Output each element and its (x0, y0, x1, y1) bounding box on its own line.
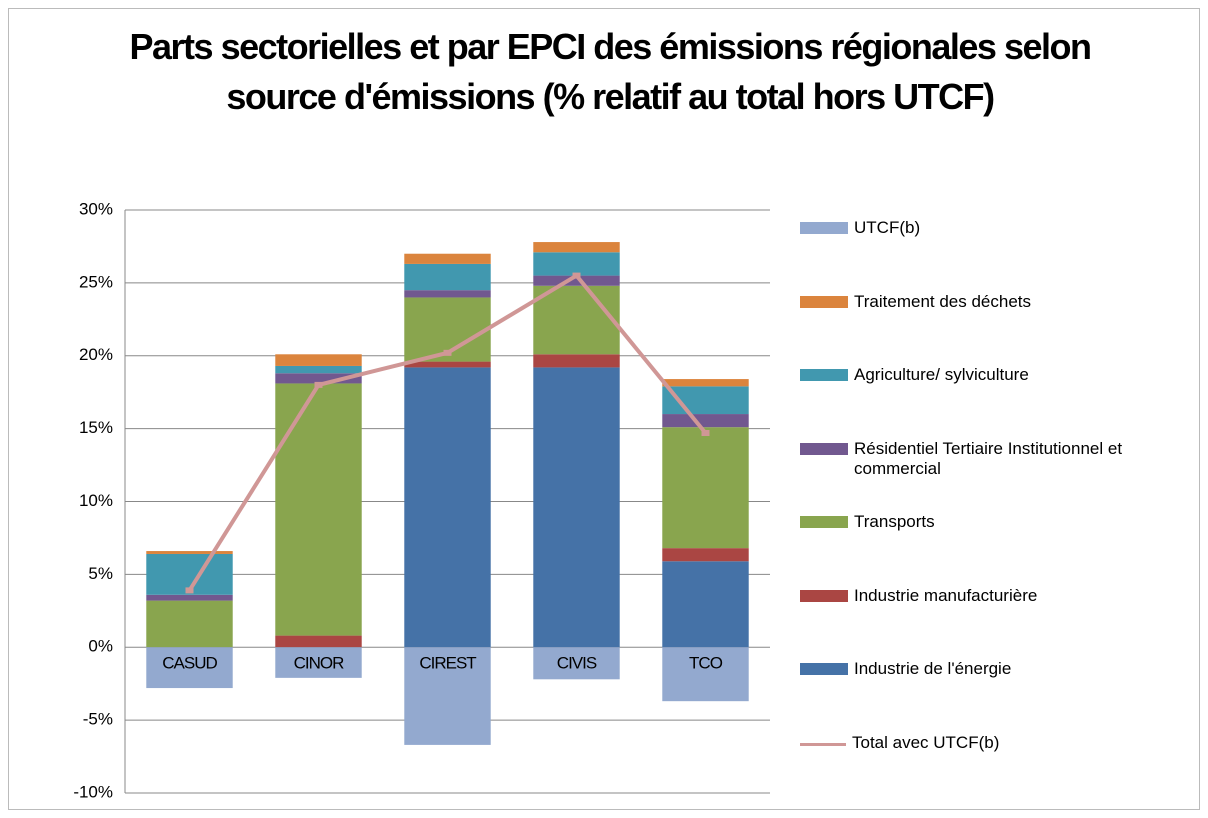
bar-segment (533, 242, 620, 253)
bar-segment (404, 290, 491, 298)
x-tick-label: TCO (689, 654, 723, 673)
chart-title: Parts sectorielles et par EPCI des émiss… (129, 26, 1092, 117)
bar-segment (533, 285, 620, 355)
bar-segment (275, 354, 362, 366)
bar-segment (275, 373, 362, 384)
x-tick-label: CASUD (162, 654, 217, 673)
legend-swatch (800, 742, 846, 746)
y-tick-label: 10% (79, 491, 113, 510)
line-marker (314, 381, 323, 388)
bar-segment (146, 600, 233, 648)
legend-label: Résidentiel Tertiaire Institutionnel et … (854, 438, 1123, 478)
bar-segment (404, 361, 491, 368)
legend-item: Transports (800, 512, 1180, 532)
bar-segment (662, 414, 749, 428)
legend-item: Industrie manufacturière (800, 586, 1180, 606)
legend-item: UTCF(b) (800, 218, 1180, 238)
legend-swatch (800, 589, 848, 602)
legend-swatch (800, 663, 848, 675)
bar-segment (533, 647, 620, 680)
bar-segment (404, 263, 491, 291)
y-tick-label: 25% (79, 272, 113, 291)
bar-segment (533, 275, 620, 286)
bar-segment (146, 647, 233, 689)
legend-item: Traitement des déchets (800, 292, 1180, 312)
legend-swatch (800, 516, 848, 528)
legend-item: Agriculture/ sylviculture (800, 365, 1180, 385)
legend-label: Transports (854, 512, 935, 531)
bar-segment (275, 365, 362, 374)
bar-segment (533, 367, 620, 648)
legend-label: Agriculture/ sylviculture (854, 365, 1029, 384)
y-tick-label: 20% (79, 345, 113, 364)
bar-segment (146, 594, 233, 601)
legend-swatch (800, 369, 848, 381)
bar-segment (662, 561, 749, 648)
y-tick-label: 0% (88, 637, 113, 656)
legend-label: Total avec UTCF(b) (852, 732, 1000, 752)
line-marker (185, 587, 194, 594)
legend-item: Résidentiel Tertiaire Institutionnel et … (800, 439, 1180, 479)
y-tick-label: 5% (88, 564, 113, 583)
bar-segment (275, 647, 362, 678)
x-tick-label: CINOR (294, 654, 345, 673)
bar-segment (404, 647, 491, 745)
bar-segment (533, 252, 620, 276)
legend-item: Industrie de l'énergie (800, 659, 1180, 679)
legend-swatch (800, 295, 848, 308)
y-tick-label: -10% (73, 782, 113, 801)
legend-label: Industrie manufacturière (854, 585, 1038, 605)
x-tick-label: CIREST (419, 654, 476, 673)
y-tick-label: 15% (79, 418, 113, 437)
bar-segment (275, 383, 362, 636)
bar-segment (404, 367, 491, 648)
line-marker (443, 349, 452, 356)
bar-segment (662, 386, 749, 415)
bar-segment (662, 548, 749, 562)
bar-segment (662, 427, 749, 549)
y-tick-label: -5% (83, 710, 113, 729)
legend-label: Traitement des déchets (854, 291, 1032, 311)
legend-label: Industrie de l'énergie (854, 659, 1012, 678)
bar-segment (662, 647, 749, 702)
bar-segment (404, 253, 491, 264)
legend-label: UTCF(b) (854, 218, 921, 237)
bar-segment (275, 635, 362, 648)
line-marker (572, 272, 581, 279)
line-marker (701, 429, 710, 436)
chart-frame (8, 8, 1200, 810)
y-tick-label: 30% (79, 199, 113, 218)
legend-item: Total avec UTCF(b) (800, 733, 1180, 753)
x-tick-label: CIVIS (557, 654, 597, 673)
bar-segment (662, 379, 749, 387)
bar-segment (146, 551, 233, 554)
legend-swatch (800, 442, 848, 455)
bar-segment (533, 354, 620, 368)
legend-swatch (800, 222, 848, 234)
